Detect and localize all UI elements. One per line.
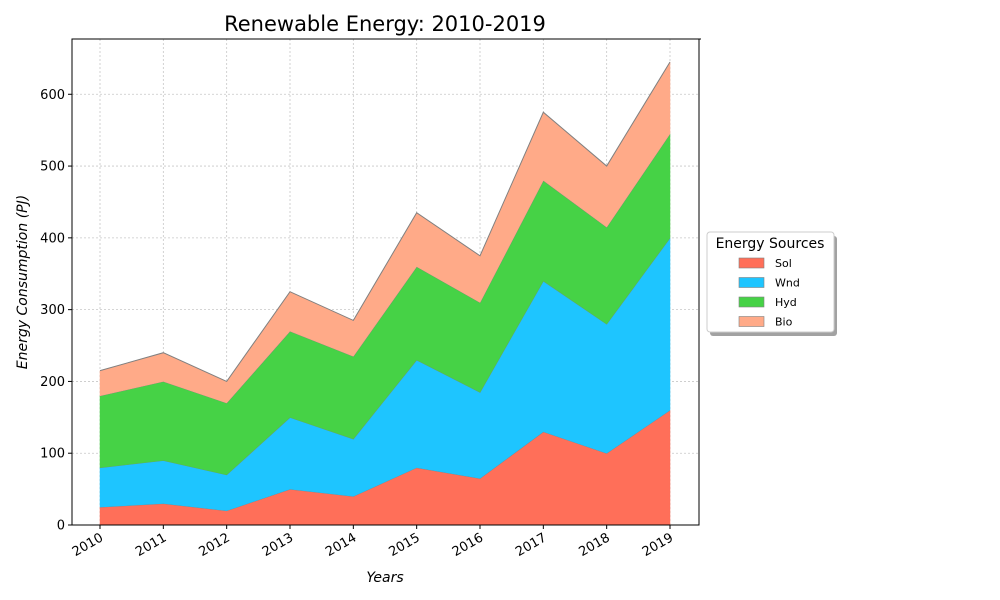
x-axis-label: Years: [366, 570, 403, 586]
legend-title: Energy Sources: [716, 236, 825, 252]
area-edge-bio: [99, 61, 671, 383]
y-tick-label: 200: [40, 375, 65, 390]
legend-swatch-sol: [738, 257, 765, 269]
legend-items: Sol Wnd Hyd Bio: [738, 257, 800, 329]
legend-swatch-wnd: [738, 277, 765, 288]
x-tick-label: 2010: [70, 530, 106, 560]
legend: Energy Sources Sol Wnd Hyd Bio: [706, 231, 837, 336]
y-tick-label: 0: [57, 519, 65, 534]
x-tick-label: 2018: [577, 530, 613, 560]
x-tick-label: 2017: [513, 530, 549, 560]
plot-frame: [71, 38, 700, 526]
x-tick-label: 2012: [197, 530, 233, 560]
legend-label-wnd: Wnd: [775, 277, 800, 290]
x-tick-label: 2011: [133, 530, 169, 560]
y-tick-label: 300: [40, 303, 65, 318]
x-tick-label: 2019: [640, 530, 676, 560]
x-tick-label: 2016: [450, 530, 486, 560]
legend-swatch-hyd: [738, 296, 765, 308]
legend-swatch-bio: [738, 316, 765, 327]
y-tick-label: 600: [40, 88, 65, 103]
y-axis: 0 100 200 300 400 500 600: [40, 38, 701, 534]
legend-label-hyd: Hyd: [775, 296, 797, 309]
y-tick-label: 400: [40, 231, 65, 246]
y-tick-label: 100: [40, 447, 65, 462]
x-tick-label: 2014: [323, 530, 359, 560]
legend-label-sol: Sol: [775, 257, 792, 270]
y-tick-label: 500: [40, 160, 65, 175]
legend-label-bio: Bio: [775, 316, 793, 329]
y-axis-label: Energy Consumption (PJ): [15, 195, 31, 369]
x-tick-label: 2013: [260, 530, 296, 560]
x-axis: 2010 2011 2012 2013 2014 2015 2016 2017 2018 2019: [70, 525, 676, 560]
chart-title: Renewable Energy: 2010-2019: [224, 12, 546, 36]
x-tick-label: 2015: [387, 530, 423, 560]
area-series: [99, 61, 671, 526]
